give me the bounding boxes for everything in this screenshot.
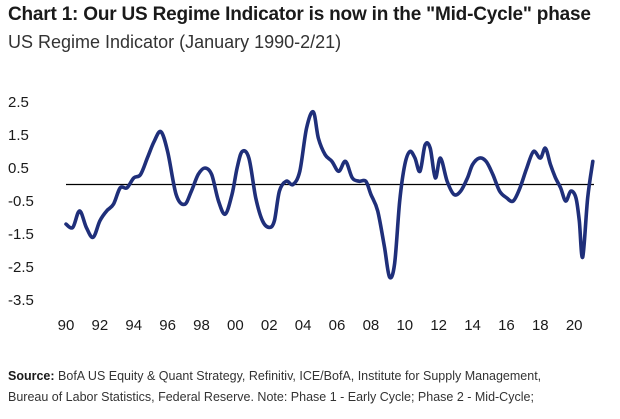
y-tick-label: 0.5: [8, 160, 29, 177]
x-tick-label: 92: [92, 317, 109, 334]
x-tick-label: 94: [125, 317, 142, 334]
y-tick-label: -1.5: [8, 226, 34, 243]
y-tick-label: -2.5: [8, 259, 34, 276]
x-tick-label: 98: [193, 317, 210, 334]
x-tick-label: 20: [566, 317, 583, 334]
chart-title: Chart 1: Our US Regime Indicator is now …: [8, 4, 591, 25]
chart-subtitle: US Regime Indicator (January 1990-2/21): [8, 32, 342, 52]
y-tick-label: 1.5: [8, 127, 29, 144]
x-tick-label: 02: [261, 317, 278, 334]
y-tick-label: 2.5: [8, 94, 29, 111]
x-tick-label: 00: [227, 317, 244, 334]
x-tick-label: 06: [329, 317, 346, 334]
x-tick-label: 10: [396, 317, 413, 334]
y-tick-label: -0.5: [8, 193, 34, 210]
x-tick-label: 04: [295, 317, 312, 334]
source-label: Source:: [8, 369, 55, 383]
series-line: [64, 109, 595, 280]
y-tick-label: -3.5: [8, 292, 34, 309]
source-note: Source: BofA US Equity & Quant Strategy,…: [8, 366, 614, 408]
source-text-1: BofA US Equity & Quant Strategy, Refinit…: [58, 369, 542, 383]
x-tick-label: 18: [532, 317, 549, 334]
x-tick-label: 16: [498, 317, 515, 334]
x-tick-label: 14: [464, 317, 481, 334]
x-tick-label: 08: [363, 317, 380, 334]
x-tick-label: 90: [58, 317, 75, 334]
source-line-1: Source: BofA US Equity & Quant Strategy,…: [8, 366, 614, 387]
x-tick-label: 12: [430, 317, 447, 334]
source-line-2: Bureau of Labor Statistics, Federal Rese…: [8, 390, 534, 404]
x-tick-label: 96: [159, 317, 176, 334]
